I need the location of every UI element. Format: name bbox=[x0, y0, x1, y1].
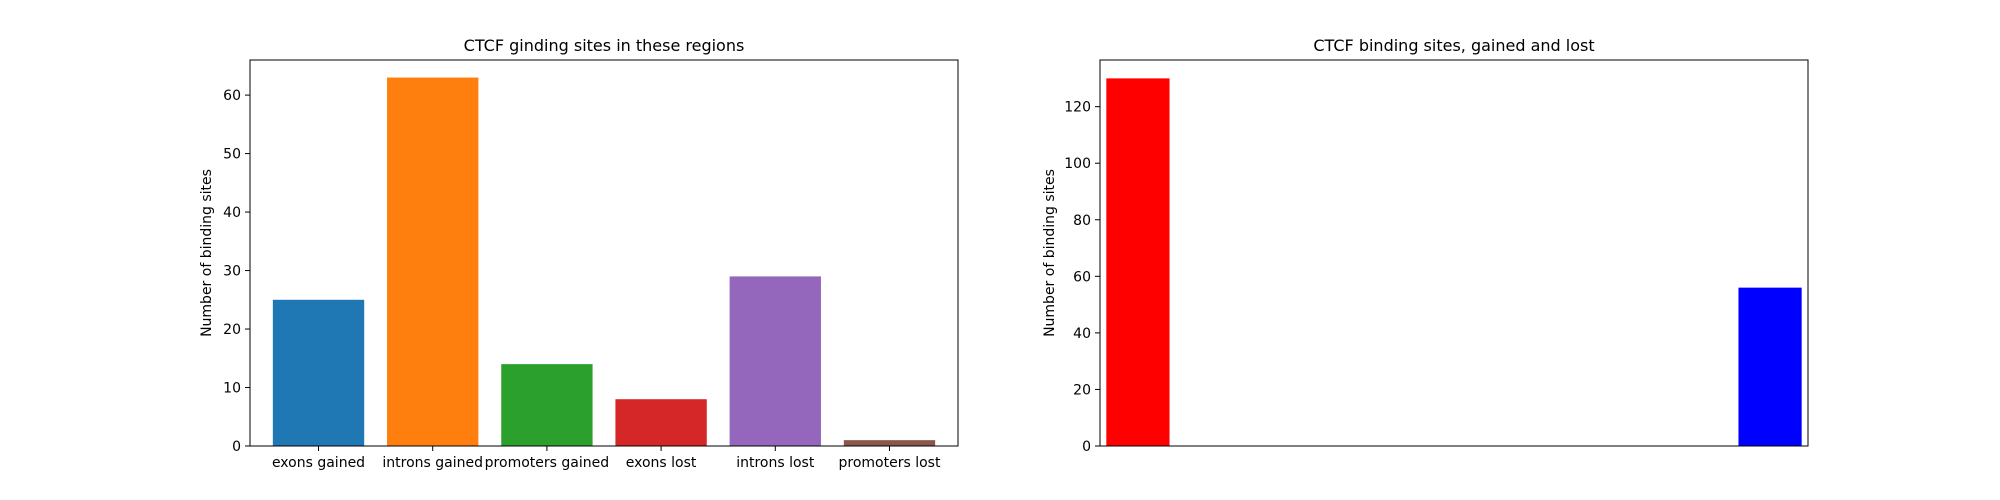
bar-2 bbox=[501, 364, 593, 446]
chart-title: CTCF binding sites, gained and lost bbox=[1313, 36, 1594, 55]
y-axis-label: Number of binding sites bbox=[1042, 169, 1058, 337]
y-tick-label: 0 bbox=[232, 439, 241, 455]
y-tick-label: 20 bbox=[223, 322, 241, 338]
plot-frame bbox=[1099, 59, 1809, 447]
bar-5 bbox=[843, 440, 936, 446]
y-tick-label: 40 bbox=[1073, 326, 1091, 342]
y-tick-label: 100 bbox=[1064, 156, 1091, 172]
y-tick-label: 80 bbox=[1073, 213, 1091, 229]
y-tick-label: 10 bbox=[223, 381, 241, 397]
bar-1 bbox=[1738, 287, 1802, 446]
chart-region-sites: CTCF ginding sites in these regions 0 10 2… bbox=[199, 36, 959, 471]
y-tick-label: 40 bbox=[223, 205, 241, 221]
y-tick-label: 60 bbox=[223, 88, 241, 104]
x-tick-label: introns gained bbox=[382, 455, 483, 471]
plot-frame bbox=[249, 59, 959, 447]
y-tick-label: 20 bbox=[1073, 382, 1091, 398]
chart-title: CTCF ginding sites in these regions bbox=[464, 36, 745, 55]
bar-group bbox=[1106, 78, 1802, 446]
y-tick-label: 60 bbox=[1073, 269, 1091, 285]
y-axis-ticks: 0 20 40 60 80 100 120 bbox=[1064, 100, 1100, 455]
y-axis-ticks: 0 10 20 30 40 50 60 bbox=[223, 88, 250, 455]
y-tick-label: 120 bbox=[1064, 100, 1091, 116]
x-tick-label: introns lost bbox=[736, 455, 815, 471]
x-tick-label: exons lost bbox=[626, 455, 697, 471]
x-tick-label: exons gained bbox=[272, 455, 365, 471]
y-axis-label: Number of binding sites bbox=[199, 169, 215, 337]
x-tick-label: promoters lost bbox=[839, 455, 941, 471]
bar-4 bbox=[729, 276, 821, 446]
chart-gained-lost: CTCF binding sites, gained and lost 0 20 4… bbox=[1042, 36, 1809, 455]
x-axis-ticks: exons gained introns gained promoters gain… bbox=[272, 446, 941, 471]
bar-group bbox=[272, 77, 936, 446]
bar-3 bbox=[615, 399, 707, 446]
bar-1 bbox=[387, 77, 479, 446]
y-tick-label: 0 bbox=[1082, 439, 1091, 455]
x-tick-label: promoters gained bbox=[485, 455, 609, 471]
bar-0 bbox=[1106, 78, 1170, 446]
y-tick-label: 50 bbox=[223, 147, 241, 163]
y-tick-label: 30 bbox=[223, 264, 241, 280]
bar-0 bbox=[272, 299, 365, 446]
